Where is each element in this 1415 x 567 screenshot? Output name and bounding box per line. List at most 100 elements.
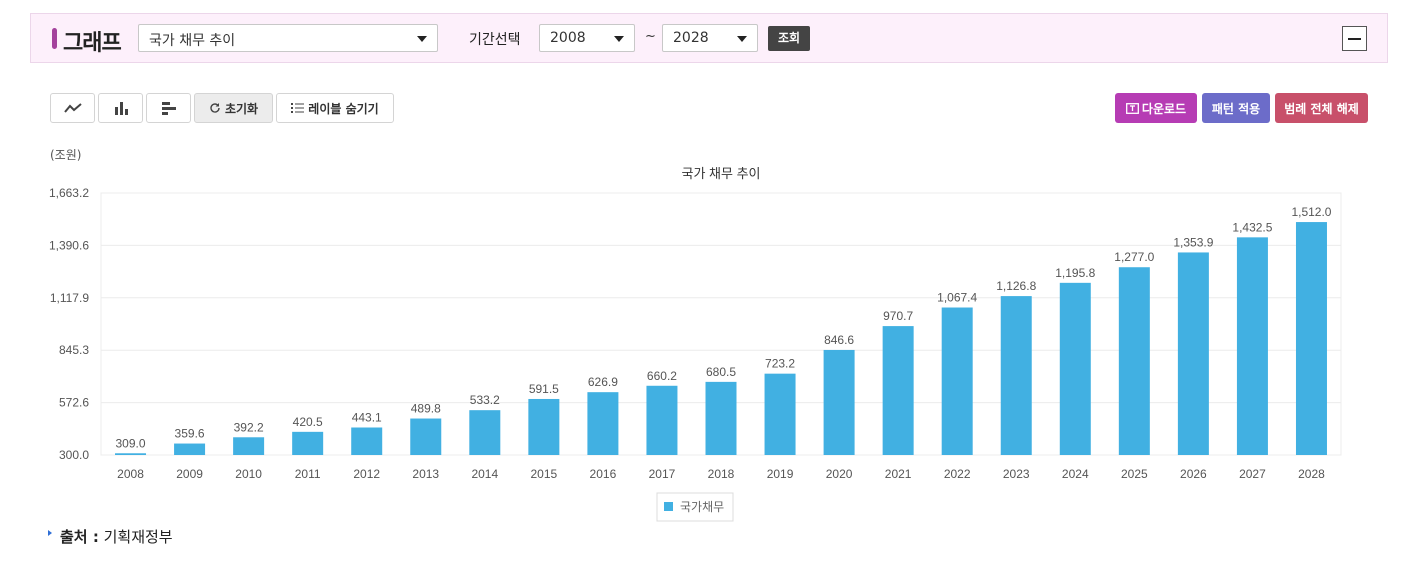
bar: [528, 398, 560, 455]
data-label: 626.9: [588, 375, 618, 389]
bar: [823, 349, 855, 455]
chevron-down-icon: [737, 36, 747, 42]
line-chart-icon: [63, 103, 82, 113]
data-label: 970.7: [883, 309, 913, 323]
download-icon: [1125, 102, 1139, 114]
bar-chart-icon: [114, 102, 128, 115]
chart-title: 국가 채무 추이: [682, 166, 761, 181]
data-label: 420.5: [293, 415, 323, 429]
data-label: 1,126.8: [996, 279, 1036, 293]
bar: [115, 453, 147, 455]
bar: [469, 410, 501, 455]
title-accent-mark: [52, 28, 57, 49]
bar: [174, 443, 206, 455]
y-tick-label: 572.6: [59, 396, 89, 410]
x-tick-label: 2014: [471, 467, 498, 481]
bar: [764, 373, 796, 455]
x-tick-label: 2008: [117, 467, 144, 481]
data-label: 309.0: [116, 436, 146, 450]
x-tick-label: 2020: [826, 467, 853, 481]
hide-labels-button[interactable]: 레이블 숨기기: [276, 93, 394, 123]
download-label: 다운로드: [1141, 101, 1187, 116]
legend-label: 국가채무: [680, 500, 724, 514]
refresh-icon: [210, 103, 220, 113]
x-tick-label: 2015: [531, 467, 558, 481]
data-label: 1,277.0: [1114, 250, 1154, 264]
data-label: 1,353.9: [1173, 235, 1213, 249]
y-tick-label: 1,390.6: [49, 238, 89, 252]
y-tick-label: 1,117.9: [50, 291, 89, 305]
data-label: 591.5: [529, 382, 559, 396]
data-label: 660.2: [647, 369, 677, 383]
bar: [1000, 296, 1032, 455]
y-axis-unit: (조원): [50, 148, 82, 162]
x-tick-label: 2013: [412, 467, 439, 481]
data-label: 1,432.5: [1232, 220, 1272, 234]
bar: [1295, 222, 1327, 455]
y-tick-label: 300.0: [59, 448, 89, 462]
to-year-select[interactable]: 2028: [662, 24, 758, 52]
data-label: 443.1: [352, 410, 382, 424]
x-tick-label: 2024: [1062, 467, 1089, 481]
data-label: 723.2: [765, 357, 795, 371]
x-tick-label: 2027: [1239, 467, 1266, 481]
bar: [292, 431, 324, 455]
chevron-down-icon: [417, 36, 427, 42]
period-separator: ~: [645, 29, 656, 44]
x-tick-label: 2023: [1003, 467, 1030, 481]
bar: [410, 418, 442, 455]
chevron-down-icon: [614, 36, 624, 42]
x-tick-label: 2011: [295, 467, 321, 481]
bar: [705, 381, 737, 455]
hide-labels-label: 레이블 숨기기: [308, 101, 379, 116]
bar: [587, 392, 619, 455]
bar: [1177, 252, 1209, 455]
page-title: 그래프: [63, 31, 122, 56]
x-tick-label: 2010: [235, 467, 262, 481]
from-year-select[interactable]: 2008: [539, 24, 635, 52]
x-tick-label: 2028: [1298, 467, 1325, 481]
x-tick-label: 2026: [1180, 467, 1207, 481]
bar: [351, 427, 383, 455]
download-button[interactable]: 다운로드: [1115, 93, 1197, 123]
y-tick-label: 1,663.2: [49, 186, 89, 200]
x-tick-label: 2018: [708, 467, 735, 481]
filter-bar: 그래프 국가 채무 추이 기간선택 2008 ~ 2028 조회: [30, 13, 1388, 63]
data-label: 489.8: [411, 402, 441, 416]
y-tick-label: 845.3: [59, 343, 89, 357]
bar: [941, 307, 973, 455]
data-label: 680.5: [706, 365, 736, 379]
data-label: 846.6: [824, 333, 854, 347]
x-tick-label: 2017: [649, 467, 676, 481]
legend-swatch: [664, 502, 673, 511]
data-label: 1,512.0: [1291, 205, 1331, 219]
data-label: 392.2: [234, 420, 264, 434]
data-label: 1,195.8: [1055, 266, 1095, 280]
source-line: 출처 : 기획재정부: [60, 526, 173, 547]
bar: [1059, 282, 1091, 455]
x-tick-label: 2022: [944, 467, 971, 481]
legend-toggle-button[interactable]: 범례 전체 해제: [1275, 93, 1368, 123]
x-tick-label: 2019: [767, 467, 794, 481]
data-label: 359.6: [175, 427, 205, 441]
data-label: 1,067.4: [937, 291, 977, 305]
reset-button[interactable]: 초기화: [194, 93, 273, 123]
x-tick-label: 2012: [353, 467, 380, 481]
reset-label: 초기화: [224, 101, 259, 116]
from-year-value: 2008: [550, 30, 586, 46]
source-label: 출처 :: [60, 528, 99, 546]
list-icon: [291, 103, 305, 113]
query-button[interactable]: 조회: [768, 26, 810, 51]
line-chart-button[interactable]: [50, 93, 95, 123]
bar-chart-button[interactable]: [98, 93, 143, 123]
collapse-button[interactable]: [1342, 26, 1367, 51]
pattern-apply-button[interactable]: 패턴 적용: [1202, 93, 1270, 123]
horizontal-bar-chart-icon: [161, 102, 176, 115]
graph-select-value: 국가 채무 추이: [149, 33, 236, 49]
horizontal-bar-chart-button[interactable]: [146, 93, 191, 123]
graph-select[interactable]: 국가 채무 추이: [138, 24, 438, 52]
source-bullet-icon: [48, 530, 52, 536]
bar: [882, 326, 914, 455]
x-tick-label: 2025: [1121, 467, 1148, 481]
